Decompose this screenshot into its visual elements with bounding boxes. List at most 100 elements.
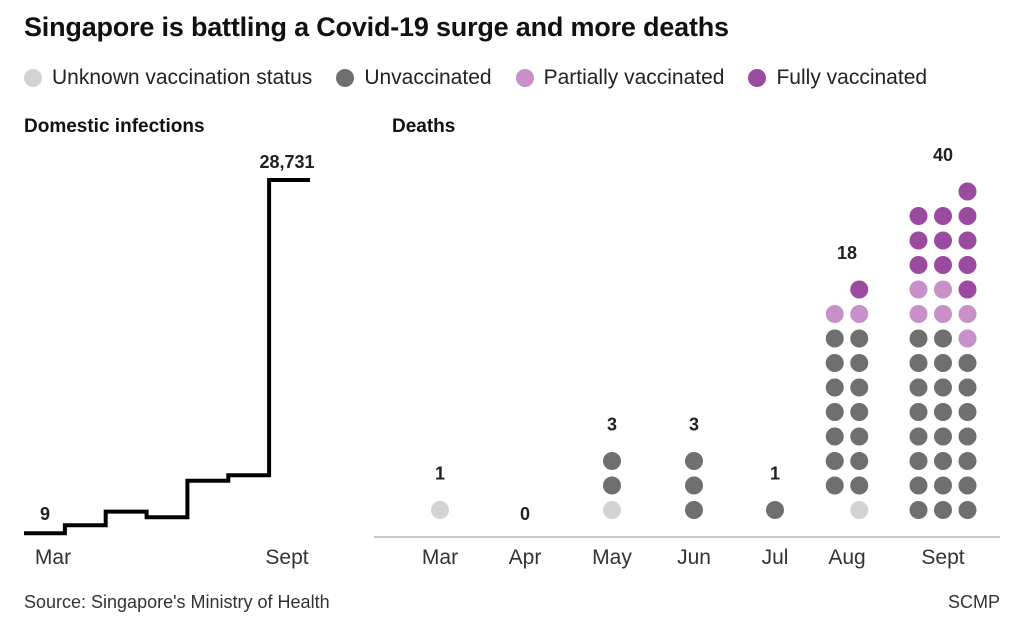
x-tick-label: Jul (762, 546, 789, 569)
death-dot-unvaccinated (934, 427, 952, 446)
death-dot-unvaccinated (934, 354, 952, 372)
death-dot-partial (958, 329, 977, 348)
death-dot-partial (825, 305, 844, 323)
source-note: Source: Singapore's Ministry of Health (24, 592, 330, 612)
unknown-status-dot-icon (24, 69, 42, 87)
legend-item-full: Fully vaccinated (748, 66, 927, 90)
death-dot-unvaccinated (958, 427, 977, 446)
death-total-label: 1 (770, 464, 780, 484)
death-dot-unvaccinated (603, 452, 621, 470)
legend-item-unknown: Unknown vaccination status (24, 66, 312, 90)
death-dot-unvaccinated (909, 403, 928, 421)
death-dot-unvaccinated (909, 501, 928, 519)
x-tick-label: Jun (677, 546, 711, 569)
death-dot-partial (934, 280, 952, 299)
death-dot-unvaccinated (934, 501, 952, 519)
x-tick-label: Mar (35, 546, 71, 569)
partially-vaccinated-dot-icon (515, 69, 534, 87)
death-dot-full (958, 207, 977, 225)
death-dot-unvaccinated (958, 501, 977, 519)
x-tick-label: May (592, 546, 632, 569)
death-dot-partial (909, 305, 928, 323)
death-dot-full (934, 231, 952, 250)
death-total-label: 18 (837, 243, 857, 263)
data-label-sept: 28,731 (259, 152, 314, 172)
death-dot-unvaccinated (766, 501, 784, 519)
deaths-subtitle: Deaths (392, 116, 456, 137)
credit: SCMP (947, 592, 1000, 612)
death-dot-unvaccinated (934, 329, 952, 348)
death-dot-unvaccinated (909, 476, 928, 495)
death-dot-unvaccinated (825, 378, 844, 397)
legend: Unknown vaccination status Unvaccinated … (24, 66, 951, 90)
x-tick-label: Aug (828, 546, 865, 569)
death-dot-unvaccinated (850, 378, 869, 397)
data-label-mar: 9 (40, 504, 50, 524)
death-dot-unvaccinated (850, 452, 869, 470)
death-total-label: 0 (520, 504, 530, 524)
x-tick-label: Apr (509, 546, 542, 569)
death-dot-partial (934, 305, 952, 323)
legend-label: Unknown vaccination status (52, 66, 313, 89)
x-tick-label: Sept (265, 546, 308, 569)
death-dot-unknown (431, 501, 449, 519)
death-dot-unvaccinated (958, 378, 977, 397)
legend-label: Unvaccinated (364, 66, 492, 89)
death-dot-partial (958, 305, 977, 323)
death-dot-unvaccinated (825, 476, 844, 495)
death-total-label: 3 (607, 415, 617, 435)
death-dot-unvaccinated (850, 476, 869, 495)
death-dot-unvaccinated (958, 476, 977, 495)
death-dot-unvaccinated (909, 354, 928, 372)
death-dot-unvaccinated (850, 427, 869, 446)
death-dot-unknown (603, 501, 621, 519)
death-dot-unknown (850, 501, 869, 519)
death-dot-unvaccinated (685, 476, 703, 495)
death-dot-full (909, 207, 928, 225)
legend-label: Fully vaccinated (776, 66, 928, 89)
x-tick-label: Sept (921, 546, 964, 569)
death-dot-unvaccinated (934, 403, 952, 421)
legend-label: Partially vaccinated (543, 66, 725, 89)
death-dot-full (958, 256, 977, 274)
death-dot-unvaccinated (909, 329, 928, 348)
death-dot-unvaccinated (603, 476, 621, 495)
death-dot-full (958, 182, 977, 201)
death-dot-partial (909, 280, 928, 299)
death-dot-partial (850, 305, 869, 323)
legend-item-unvaccinated: Unvaccinated (336, 66, 492, 90)
death-dot-unvaccinated (850, 403, 869, 421)
death-dot-full (958, 231, 977, 250)
death-dot-unvaccinated (825, 329, 844, 348)
death-dot-unvaccinated (958, 403, 977, 421)
death-dot-unvaccinated (958, 452, 977, 470)
chart-title: Singapore is battling a Covid-19 surge a… (24, 12, 729, 42)
death-total-label: 1 (435, 464, 445, 484)
infections-step-line (24, 178, 310, 536)
death-dot-unvaccinated (685, 501, 703, 519)
death-dot-unvaccinated (825, 452, 844, 470)
infections-subtitle: Domestic infections (24, 116, 205, 137)
death-total-label: 3 (689, 415, 699, 435)
death-dot-full (958, 280, 977, 299)
x-tick-label: Mar (422, 546, 458, 569)
death-dot-unvaccinated (909, 452, 928, 470)
death-total-label: 40 (933, 145, 953, 165)
death-dot-full (934, 256, 952, 274)
legend-item-partial: Partially vaccinated (515, 66, 725, 90)
death-dot-full (934, 207, 952, 225)
unvaccinated-dot-icon (336, 69, 355, 87)
death-dot-full (909, 231, 928, 250)
fully-vaccinated-dot-icon (748, 69, 767, 87)
death-dot-full (850, 280, 869, 299)
death-dot-unvaccinated (685, 452, 703, 470)
death-dot-unvaccinated (909, 427, 928, 446)
death-dot-unvaccinated (850, 329, 869, 348)
death-dot-unvaccinated (825, 427, 844, 446)
death-dot-unvaccinated (934, 452, 952, 470)
death-dot-unvaccinated (825, 403, 844, 421)
death-dot-unvaccinated (934, 378, 952, 397)
death-dot-unvaccinated (958, 354, 977, 372)
death-dot-unvaccinated (909, 378, 928, 397)
